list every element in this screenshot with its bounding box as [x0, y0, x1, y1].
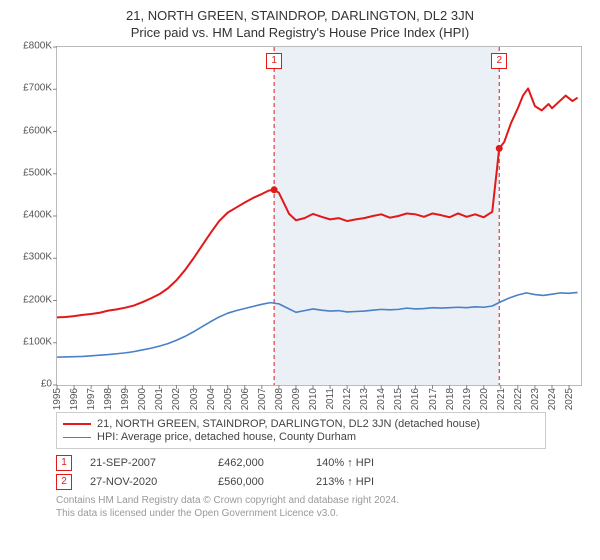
- x-tick-label: 2002: [171, 388, 182, 410]
- transaction-price: £462,000: [218, 457, 298, 469]
- footer-line1: Contains HM Land Registry data © Crown c…: [56, 494, 588, 507]
- transaction-row: 1 21-SEP-2007 £462,000 140% ↑ HPI: [56, 455, 588, 471]
- y-tick-label: £600K: [12, 125, 52, 136]
- transaction-dot: [271, 186, 278, 193]
- y-tick-label: £700K: [12, 83, 52, 94]
- legend-row: 21, NORTH GREEN, STAINDROP, DARLINGTON, …: [63, 418, 539, 430]
- transaction-date: 21-SEP-2007: [90, 457, 200, 469]
- x-tick-label: 1995: [52, 388, 63, 410]
- figure-container: 21, NORTH GREEN, STAINDROP, DARLINGTON, …: [0, 0, 600, 560]
- x-tick-label: 2003: [189, 388, 200, 410]
- transaction-dot: [496, 145, 503, 152]
- x-tick-label: 2014: [376, 388, 387, 410]
- legend-row: HPI: Average price, detached house, Coun…: [63, 431, 539, 443]
- x-tick-label: 2006: [240, 388, 251, 410]
- x-tick-label: 2022: [513, 388, 524, 410]
- y-tick-label: £800K: [12, 41, 52, 52]
- transaction-date: 27-NOV-2020: [90, 476, 200, 488]
- legend-swatch: [63, 437, 91, 438]
- transaction-index-box: 2: [56, 474, 72, 490]
- x-tick-label: 1996: [69, 388, 80, 410]
- chart-marker-box: 1: [266, 53, 282, 69]
- transaction-row: 2 27-NOV-2020 £560,000 213% ↑ HPI: [56, 474, 588, 490]
- title-subtitle: Price paid vs. HM Land Registry's House …: [12, 25, 588, 40]
- y-tick-label: £200K: [12, 294, 52, 305]
- x-tick-label: 2001: [154, 388, 165, 410]
- x-tick-label: 2025: [564, 388, 575, 410]
- x-tick-label: 2020: [479, 388, 490, 410]
- plot-svg: [57, 47, 581, 385]
- y-tick-label: £100K: [12, 336, 52, 347]
- x-tick-label: 2010: [308, 388, 319, 410]
- x-tick-label: 2011: [325, 388, 336, 410]
- legend-label: 21, NORTH GREEN, STAINDROP, DARLINGTON, …: [97, 418, 480, 430]
- x-tick-label: 2005: [223, 388, 234, 410]
- transaction-price: £560,000: [218, 476, 298, 488]
- x-tick-label: 2000: [137, 388, 148, 410]
- transactions-table: 1 21-SEP-2007 £462,000 140% ↑ HPI 2 27-NOV-20…: [56, 455, 588, 490]
- x-tick-label: 2007: [257, 388, 268, 410]
- transaction-hpi: 213% ↑ HPI: [316, 476, 406, 488]
- y-tick-label: £500K: [12, 167, 52, 178]
- footer-line2: This data is licensed under the Open Gov…: [56, 507, 588, 520]
- chart-marker-box: 2: [491, 53, 507, 69]
- x-tick-label: 1997: [86, 388, 97, 410]
- y-tick-label: £0: [12, 379, 52, 390]
- x-tick-label: 2015: [393, 388, 404, 410]
- chart-area: 12: [56, 46, 582, 386]
- legend-label: HPI: Average price, detached house, Coun…: [97, 431, 356, 443]
- x-tick-label: 2018: [445, 388, 456, 410]
- x-tick-label: 2024: [547, 388, 558, 410]
- x-tick-label: 2017: [428, 388, 439, 410]
- x-tick-label: 2004: [206, 388, 217, 410]
- x-tick-label: 2009: [291, 388, 302, 410]
- x-tick-label: 2008: [274, 388, 285, 410]
- x-tick-label: 2012: [342, 388, 353, 410]
- transaction-hpi: 140% ↑ HPI: [316, 457, 406, 469]
- x-tick-label: 2019: [462, 388, 473, 410]
- legend-swatch: [63, 423, 91, 425]
- y-tick-label: £400K: [12, 210, 52, 221]
- footer: Contains HM Land Registry data © Crown c…: [56, 494, 588, 520]
- x-tick-label: 2016: [410, 388, 421, 410]
- title-address: 21, NORTH GREEN, STAINDROP, DARLINGTON, …: [12, 8, 588, 23]
- x-tick-label: 2023: [530, 388, 541, 410]
- chart-wrap: £0£100K£200K£300K£400K£500K£600K£700K£80…: [12, 46, 588, 406]
- series-hpi: [57, 292, 578, 357]
- x-tick-label: 1999: [120, 388, 131, 410]
- x-tick-label: 1998: [103, 388, 114, 410]
- x-tick-label: 2021: [496, 388, 507, 410]
- legend: 21, NORTH GREEN, STAINDROP, DARLINGTON, …: [56, 412, 546, 449]
- x-tick-label: 2013: [359, 388, 370, 410]
- y-tick-label: £300K: [12, 252, 52, 263]
- transaction-index-box: 1: [56, 455, 72, 471]
